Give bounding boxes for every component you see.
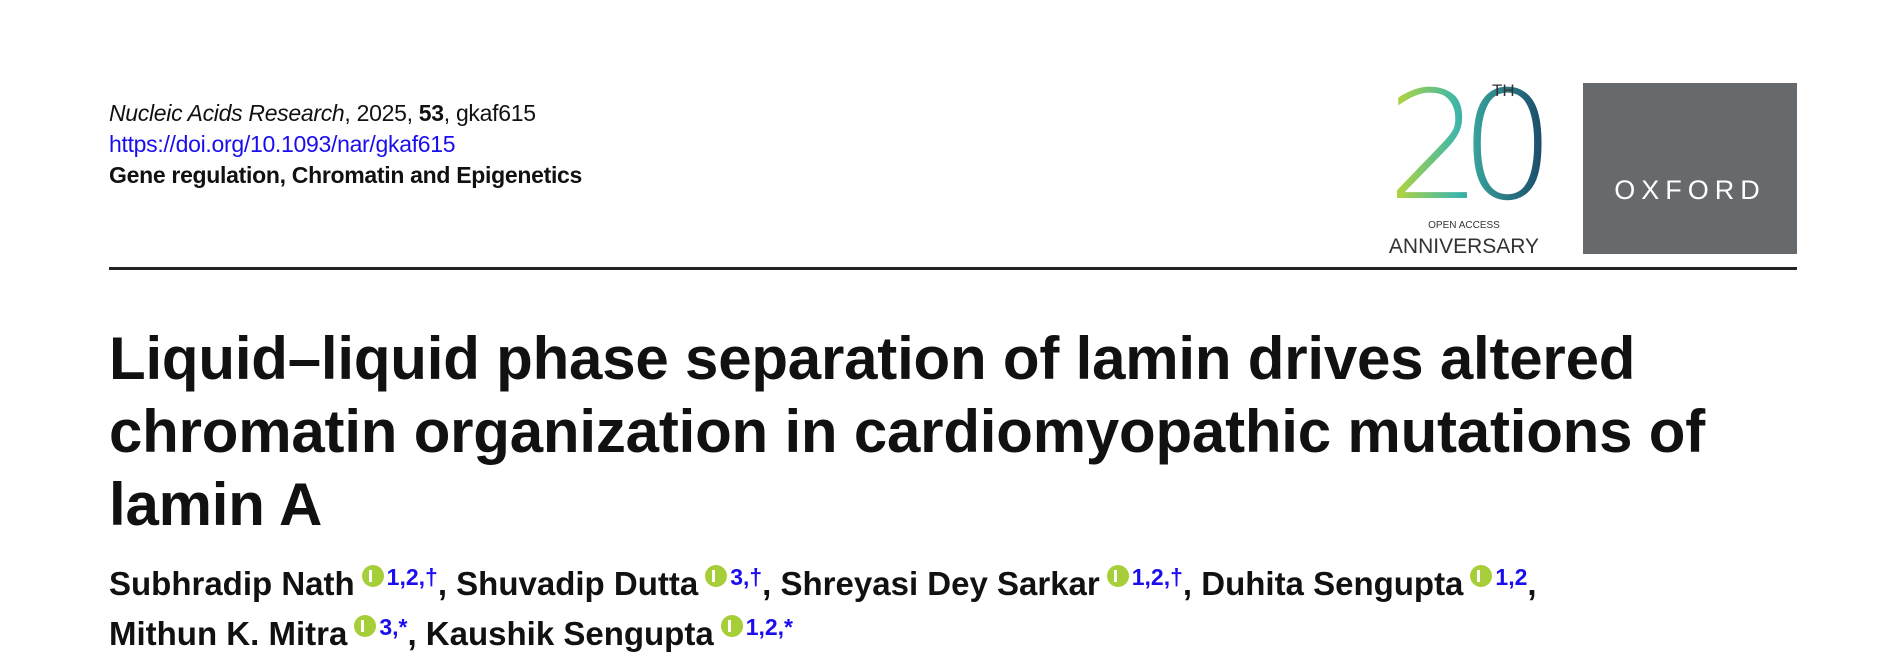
affiliations: 1,2,† [386,564,438,590]
orcid-icon[interactable] [1470,565,1493,587]
separator: , [437,565,447,602]
author: Shuvadip Dutta 3,†, [456,565,771,602]
author: Kaushik Sengupta 1,2,* [426,615,793,652]
article-title: Liquid–liquid phase separation of lamin … [109,325,1705,538]
anniversary-top: OPEN ACCESS [1428,220,1500,231]
article-meta: Nucleic Acids Research, 2025, 53, gkaf61… [109,98,582,191]
orcid-icon[interactable] [354,615,377,637]
anniversary-bottom: ANNIVERSARY [1389,235,1539,258]
author: Duhita Sengupta 1,2, [1201,564,1537,602]
author-name: Duhita Sengupta [1201,565,1464,602]
orcid-icon[interactable] [705,565,728,587]
anniversary-logo: 20 TH OPEN ACCESS ANNIVERSARY [1387,78,1560,258]
header-rule [109,267,1797,270]
anniversary-suffix: TH [1492,81,1515,100]
author-name: Subhradip Nath [109,565,355,602]
author-list: Subhradip Nath 1,2,†, Shuvadip Dutta 3,†, … [109,559,1849,659]
separator: , [443,100,450,126]
author-name: Shreyasi Dey Sarkar [780,565,1100,602]
journal-name: Nucleic Acids Research [109,100,345,126]
affiliations: 1,2,* [745,614,794,640]
author: Shreyasi Dey Sarkar 1,2,†, [780,564,1193,602]
section: Gene regulation, Chromatin and Epigeneti… [109,162,583,188]
publisher-logo: OXFORD [1583,83,1797,254]
separator: , [344,100,351,126]
author: Mithun K. Mitra 3,*, [109,615,417,652]
affiliations: 1,2 [1495,564,1528,590]
volume: 53 [418,100,444,126]
affiliations: 3,* [379,614,408,640]
article-id: gkaf615 [455,100,536,126]
separator: , [406,100,413,126]
affiliations: 3,† [730,564,763,590]
year: 2025 [356,100,407,126]
affiliations: 1,2,† [1131,564,1183,590]
doi-link[interactable]: https://doi.org/10.1093/nar/gkaf615 [109,131,456,157]
orcid-icon[interactable] [720,615,743,637]
author-name: Shuvadip Dutta [456,565,699,602]
orcid-icon[interactable] [1106,565,1129,587]
separator: , [407,615,417,652]
author-name: Mithun K. Mitra [109,615,348,652]
author: Subhradip Nath 1,2,†, [109,565,447,602]
separator: , [762,565,772,602]
separator: , [1527,565,1537,602]
orcid-icon[interactable] [361,565,384,587]
separator: , [1182,565,1193,602]
author-name: Kaushik Sengupta [425,615,714,652]
anniversary-number: 20 [1387,78,1542,234]
citation: Nucleic Acids Research, 2025, 53, gkaf61… [109,98,582,129]
